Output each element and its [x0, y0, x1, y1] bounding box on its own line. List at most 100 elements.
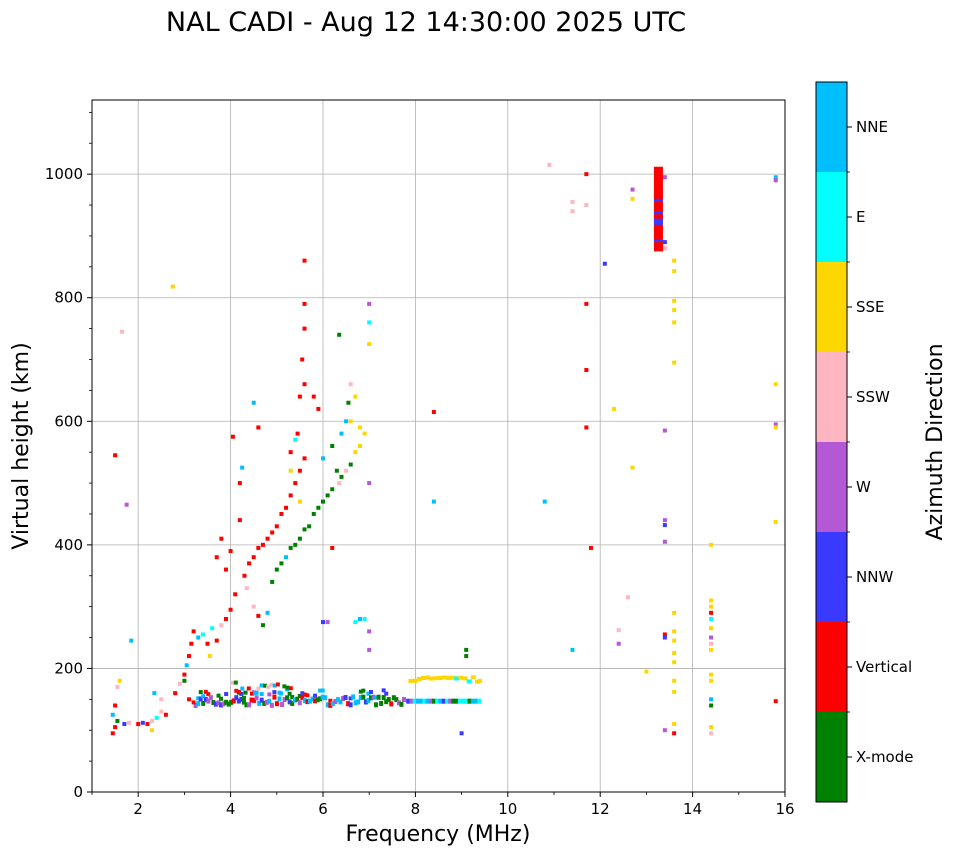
data-point	[321, 620, 325, 625]
e-layer-mark	[366, 698, 371, 704]
e-layer-mark	[470, 698, 475, 704]
e-layer-mark	[262, 700, 267, 706]
sse-band-mark	[466, 679, 472, 684]
e-layer-mark	[211, 700, 216, 706]
es-mark	[246, 686, 251, 691]
data-point	[214, 638, 219, 643]
data-point	[297, 536, 302, 541]
e-layer-mark	[272, 694, 277, 700]
plot-background	[92, 100, 785, 792]
data-point	[709, 672, 714, 677]
data-point	[205, 641, 210, 646]
e-layer-mark	[310, 696, 315, 702]
data-point	[256, 545, 261, 550]
e-layer-mark	[193, 702, 198, 708]
e-layer-mark	[221, 701, 226, 707]
data-point	[367, 301, 372, 306]
colorbar: X-mode Vertical NNW W SSW SSE E NNE	[815, 81, 913, 803]
e-layer-mark	[198, 690, 203, 695]
data-point	[237, 518, 242, 523]
data-point	[709, 703, 714, 708]
e-layer-mark	[257, 700, 262, 706]
data-point	[311, 394, 316, 399]
e-layer-mark	[335, 697, 340, 703]
e-layer-mark	[241, 699, 246, 705]
data-point	[672, 258, 677, 263]
data-point	[219, 623, 224, 628]
data-point	[177, 681, 182, 686]
data-point	[200, 632, 205, 637]
es-mark	[269, 682, 274, 687]
data-point	[344, 468, 349, 473]
e-layer-mark	[302, 692, 307, 697]
data-point	[154, 715, 159, 720]
data-point	[662, 539, 667, 544]
data-point	[709, 542, 714, 547]
e-layer-mark	[444, 698, 449, 704]
data-point	[337, 481, 342, 486]
e-layer-mark	[356, 699, 361, 705]
x-tick-label: 10	[498, 800, 517, 818]
data-point	[773, 699, 778, 704]
colorbar-segment	[816, 262, 847, 352]
data-point	[773, 422, 778, 427]
e-layer-mark	[399, 701, 404, 707]
sse-band-mark	[441, 675, 447, 680]
data-point	[584, 425, 589, 430]
e-layer-mark	[409, 698, 414, 704]
sse-band-mark	[408, 678, 414, 683]
e-layer-mark	[366, 691, 371, 696]
e-layer-mark	[244, 702, 249, 708]
e-layer-mark	[376, 694, 381, 700]
e-layer-mark	[277, 696, 282, 702]
e-layer-mark	[201, 700, 206, 706]
data-point	[459, 731, 464, 736]
data-point	[344, 419, 349, 424]
e-layer-mark	[267, 698, 272, 704]
data-point	[662, 240, 667, 245]
column-mark	[653, 239, 663, 243]
e-layer-mark	[198, 696, 203, 702]
colorbar-tick-label: X-mode	[856, 748, 913, 766]
e-layer-mark	[206, 692, 211, 697]
colorbar-tick-label: E	[856, 208, 865, 226]
data-point	[311, 511, 316, 516]
data-point	[173, 691, 178, 696]
data-point	[129, 638, 134, 643]
data-point	[189, 641, 194, 646]
data-point	[339, 431, 344, 436]
data-point	[316, 505, 321, 510]
data-point	[330, 444, 335, 448]
e-layer-mark	[381, 688, 386, 693]
data-point	[163, 712, 168, 717]
e-layer-mark	[333, 699, 338, 705]
colorbar-segment	[816, 82, 847, 172]
data-point	[279, 561, 284, 566]
e-layer-mark	[219, 696, 224, 701]
data-point	[672, 722, 677, 727]
e-layer-mark	[302, 698, 307, 704]
e-layer-mark	[338, 699, 343, 705]
data-point	[353, 450, 358, 455]
data-point	[367, 629, 372, 634]
data-point	[300, 357, 305, 362]
data-point	[265, 536, 270, 541]
e-layer-mark	[448, 698, 453, 704]
data-point	[616, 628, 621, 633]
e-layer-mark	[264, 699, 269, 705]
data-point	[115, 684, 120, 689]
e-layer-mark	[325, 702, 330, 708]
e-layer-mark	[361, 688, 366, 693]
data-point	[288, 468, 293, 473]
data-point	[602, 261, 607, 266]
data-point	[584, 368, 589, 373]
data-point	[672, 610, 677, 615]
e-layer-mark	[290, 695, 295, 700]
data-point	[302, 326, 307, 331]
data-point	[297, 468, 302, 473]
data-point	[196, 635, 201, 640]
colorbar-segment	[816, 622, 847, 712]
data-point	[284, 505, 289, 510]
e-layer-mark	[318, 688, 323, 693]
e-layer-mark	[358, 689, 363, 694]
